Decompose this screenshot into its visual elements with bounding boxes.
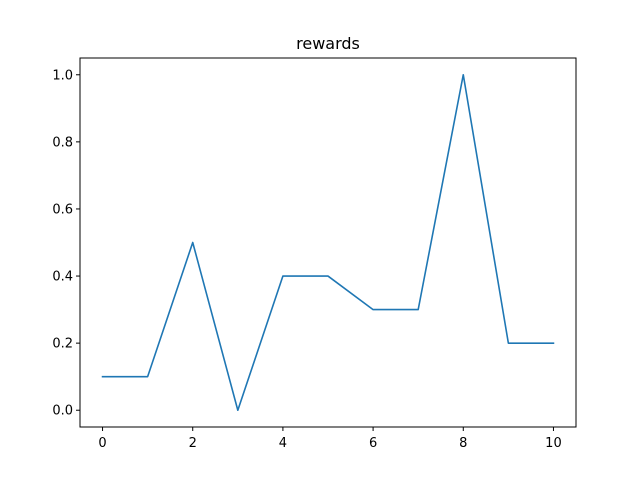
y-tick-label: 0.6	[52, 202, 73, 217]
x-tick-label: 6	[369, 436, 377, 451]
x-tick-label: 8	[459, 436, 467, 451]
x-axis-ticks: 0 2 4 6 8 10	[98, 427, 562, 451]
chart-title: rewards	[296, 34, 360, 53]
series-group	[101, 73, 555, 412]
y-tick-label: 0.0	[52, 404, 73, 419]
y-tick-label: 0.4	[52, 270, 73, 285]
y-tick-label: 0.8	[52, 135, 73, 150]
series-line-0	[101, 73, 555, 412]
x-tick-label: 10	[545, 436, 562, 451]
x-tick-label: 0	[98, 436, 106, 451]
y-tick-label: 0.2	[52, 337, 73, 352]
y-tick-label: 1.0	[52, 68, 73, 83]
x-tick-label: 2	[189, 436, 197, 451]
plot-area-frame	[79, 57, 577, 428]
x-tick-label: 4	[279, 436, 287, 451]
y-axis-ticks: 0.0 0.2 0.4 0.6 0.8 1.0	[52, 68, 80, 419]
